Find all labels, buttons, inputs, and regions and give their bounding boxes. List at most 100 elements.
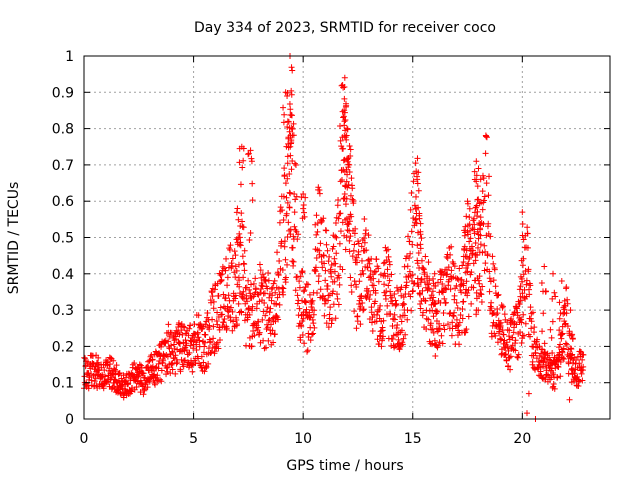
- data-point: [283, 194, 290, 201]
- data-point: [284, 124, 291, 131]
- data-point: [490, 277, 497, 284]
- data-point: [579, 356, 586, 363]
- data-point: [547, 326, 554, 333]
- data-point: [557, 341, 564, 348]
- data-point: [462, 329, 469, 336]
- data-point: [264, 285, 271, 292]
- x-tick-label: 0: [80, 431, 89, 447]
- data-point: [245, 277, 252, 284]
- data-point: [284, 153, 291, 160]
- data-point: [290, 132, 297, 139]
- data-point: [263, 308, 270, 315]
- data-point: [392, 301, 399, 308]
- data-point: [332, 220, 339, 227]
- data-point: [198, 353, 205, 360]
- data-point: [274, 249, 281, 256]
- data-point: [473, 158, 480, 165]
- data-point: [319, 264, 326, 271]
- data-point: [455, 322, 462, 329]
- data-point: [420, 265, 427, 272]
- data-point: [498, 302, 505, 309]
- data-point: [470, 260, 477, 267]
- data-point: [476, 280, 483, 287]
- data-point: [286, 170, 293, 177]
- data-point: [401, 263, 408, 270]
- data-point: [381, 270, 388, 277]
- data-point: [166, 345, 173, 352]
- data-point: [418, 257, 425, 264]
- data-point: [459, 306, 466, 313]
- data-point: [549, 349, 556, 356]
- data-point: [580, 351, 587, 358]
- data-point: [356, 301, 363, 308]
- data-point: [481, 197, 488, 204]
- data-point: [232, 263, 239, 270]
- data-point: [391, 344, 398, 351]
- data-point: [359, 267, 366, 274]
- data-point: [383, 247, 390, 254]
- data-point: [543, 371, 550, 378]
- data-point: [181, 324, 188, 331]
- data-point: [321, 312, 328, 319]
- data-point: [208, 289, 215, 296]
- data-point: [336, 281, 343, 288]
- data-point: [494, 292, 501, 299]
- data-point: [400, 335, 407, 342]
- data-point: [395, 336, 402, 343]
- data-point: [522, 320, 529, 327]
- data-point: [370, 282, 377, 289]
- data-point: [513, 321, 520, 328]
- data-point: [531, 324, 538, 331]
- data-point: [169, 348, 176, 355]
- data-point: [402, 331, 409, 338]
- data-point: [290, 258, 297, 265]
- data-point: [472, 257, 479, 264]
- data-point: [341, 232, 348, 239]
- data-point: [476, 273, 483, 280]
- data-point: [109, 385, 116, 392]
- data-point: [466, 214, 473, 221]
- data-point: [456, 265, 463, 272]
- data-point: [350, 198, 357, 205]
- data-point: [419, 287, 426, 294]
- data-point: [344, 227, 351, 234]
- data-point: [216, 337, 223, 344]
- data-point: [401, 301, 408, 308]
- data-point: [170, 341, 177, 348]
- data-point: [350, 247, 357, 254]
- data-point: [320, 293, 327, 300]
- data-point: [289, 244, 296, 251]
- data-point: [408, 307, 415, 314]
- data-point: [313, 212, 320, 219]
- data-point: [556, 327, 563, 334]
- data-point: [331, 255, 338, 262]
- data-point: [412, 205, 419, 212]
- data-point: [224, 274, 231, 281]
- data-point: [333, 234, 340, 241]
- y-tick-label: 0.6: [52, 194, 74, 210]
- data-point: [306, 291, 313, 298]
- data-point: [527, 315, 534, 322]
- data-point: [85, 385, 92, 392]
- data-point: [454, 323, 461, 330]
- data-point: [416, 212, 423, 219]
- data-point: [497, 319, 504, 326]
- data-point: [359, 299, 366, 306]
- data-point: [486, 173, 493, 180]
- data-point: [252, 275, 259, 282]
- data-point: [329, 316, 336, 323]
- data-point: [381, 281, 388, 288]
- data-point: [423, 315, 430, 322]
- data-point: [246, 286, 253, 293]
- data-point: [291, 209, 298, 216]
- data-point: [113, 378, 120, 385]
- data-point: [158, 343, 165, 350]
- data-point: [195, 334, 202, 341]
- data-point: [280, 119, 287, 126]
- data-point: [361, 235, 368, 242]
- data-point: [513, 305, 520, 312]
- data-point: [102, 373, 109, 380]
- data-point: [186, 325, 193, 332]
- data-point: [265, 277, 272, 284]
- data-point: [412, 193, 419, 200]
